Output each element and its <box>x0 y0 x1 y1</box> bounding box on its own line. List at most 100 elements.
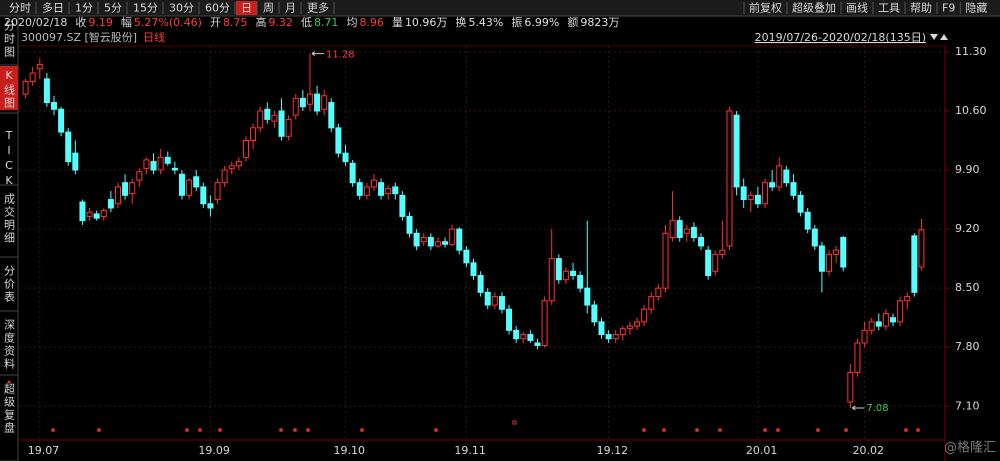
candle-body <box>235 161 242 167</box>
sidebar-tab[interactable]: 超级复盘 <box>3 382 16 435</box>
tool-button[interactable]: 画线 <box>846 1 868 15</box>
candle-body <box>470 262 477 276</box>
candle-body <box>200 186 207 205</box>
candle-body <box>797 194 804 213</box>
event-marker <box>360 428 364 432</box>
sidebar-tab[interactable]: TICK <box>3 129 16 189</box>
event-marker <box>916 428 920 432</box>
candle-body <box>577 274 584 289</box>
candle-body <box>43 78 50 104</box>
candle-body <box>349 162 356 184</box>
candle-body <box>513 329 520 340</box>
candle-body <box>562 270 569 281</box>
tab-bg <box>236 1 257 15</box>
quote-value: 9.32 <box>268 16 293 29</box>
candle-body <box>228 165 235 169</box>
candle-body <box>840 237 847 268</box>
candle-body <box>776 165 783 188</box>
tool-button[interactable]: F9 <box>942 2 955 15</box>
tab[interactable]: 月 <box>285 2 296 15</box>
candle-body <box>178 173 185 196</box>
candle-body <box>278 110 285 137</box>
tab[interactable]: 5分 <box>104 2 122 15</box>
quote-value: 8.71 <box>314 16 339 29</box>
quote-value: 8.75 <box>223 16 248 29</box>
candle-body <box>690 226 697 239</box>
candle-body <box>378 182 385 196</box>
y-tick-label: 9.90 <box>955 163 980 176</box>
tab[interactable]: 日 <box>241 2 252 15</box>
candle-body <box>875 321 882 327</box>
tab[interactable]: 更多 <box>307 1 329 15</box>
candle-body <box>762 182 769 205</box>
candle-body <box>740 186 747 201</box>
tab[interactable]: 30分 <box>169 2 194 15</box>
candle-body <box>58 108 65 133</box>
x-tick-label: 19.09 <box>198 444 230 457</box>
candle-body <box>491 296 498 306</box>
sidebar-tab[interactable]: 分时图 <box>3 20 16 59</box>
quote-label: 换 <box>455 15 466 29</box>
candle-body <box>534 342 541 347</box>
candle-body <box>434 241 441 247</box>
quote-date: 2020/02/18 <box>4 16 67 29</box>
tool-button[interactable]: 前复权 <box>749 1 782 15</box>
tool-button[interactable]: 工具 <box>878 2 900 15</box>
sidebar-tab[interactable]: K线图 <box>3 69 16 110</box>
tool-button[interactable]: 帮助 <box>910 1 932 15</box>
candle-body <box>406 215 413 234</box>
candle-body <box>868 321 875 331</box>
tab[interactable]: 多日 <box>42 1 64 15</box>
candle-body <box>854 342 861 374</box>
y-tick-label: 11.30 <box>955 45 987 58</box>
sidebar-tab[interactable]: 分价表 <box>3 265 16 304</box>
tab[interactable]: 周 <box>263 2 274 15</box>
icon <box>930 34 938 40</box>
tab[interactable]: 分时 <box>9 2 31 15</box>
candle-body <box>65 131 72 163</box>
quote-label: 收 <box>75 15 86 29</box>
candle-body <box>257 110 264 129</box>
candle-body <box>150 161 157 171</box>
tool-button[interactable]: 隐藏 <box>965 2 987 15</box>
candle-body <box>498 296 505 310</box>
candle-body <box>769 182 776 188</box>
candle-body <box>698 237 705 247</box>
candle-body <box>818 245 825 272</box>
date-range[interactable]: 2019/07/26-2020/02/18(135日) <box>755 31 926 44</box>
candle-body <box>314 93 321 112</box>
candle-body <box>214 182 221 201</box>
candle-body <box>833 249 840 255</box>
quote-label: 均 <box>346 16 357 29</box>
quote-value: 8.96 <box>359 16 384 29</box>
x-tick-label: 19.12 <box>597 444 629 457</box>
watermark: @格隆汇 <box>944 440 996 456</box>
candle-body <box>271 114 278 122</box>
candle-body <box>669 220 676 239</box>
candle-body <box>50 102 57 110</box>
candle-body <box>811 228 818 247</box>
candle-body <box>605 334 612 340</box>
event-markers <box>51 420 920 432</box>
candle-body <box>591 304 598 323</box>
tool-button[interactable]: 超级叠加 <box>792 1 836 15</box>
candle-body <box>363 186 370 196</box>
x-tick-label: 19.07 <box>28 444 59 457</box>
candle-body <box>747 194 754 201</box>
candle-body <box>897 300 904 323</box>
candle-body <box>541 300 548 347</box>
candle-body <box>826 253 833 272</box>
candle-body <box>86 211 93 217</box>
candle-body <box>129 182 136 195</box>
tab[interactable]: 1分 <box>75 2 93 15</box>
candle-body <box>555 258 562 281</box>
sidebar-tab[interactable]: 深度资料 <box>3 319 16 371</box>
event-marker <box>642 428 646 432</box>
candle-body <box>449 228 456 245</box>
candle-body <box>328 102 335 129</box>
sidebar-tab[interactable]: 成交明细 <box>3 193 16 245</box>
quote-value: 9823万 <box>580 16 619 29</box>
tab[interactable]: 15分 <box>133 2 158 15</box>
tab[interactable]: 60分 <box>205 2 230 15</box>
